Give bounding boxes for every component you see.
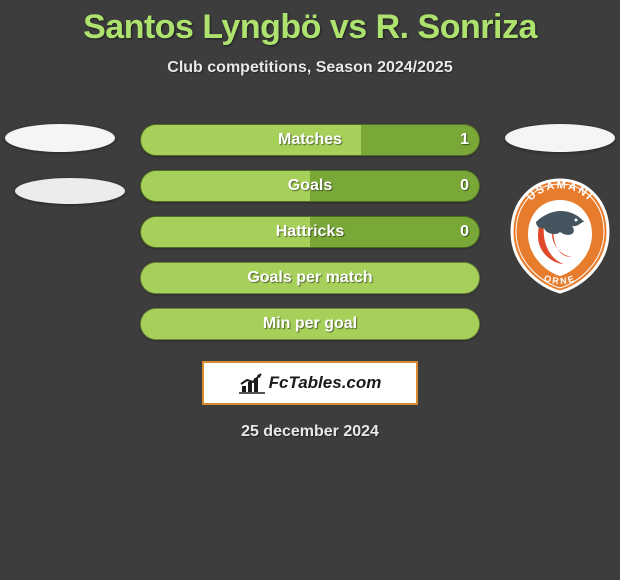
stat-label: Goals per match <box>141 263 479 293</box>
stat-rows: Matches1Goals0Hattricks0Goals per matchM… <box>0 117 620 347</box>
stat-bar: Matches1 <box>140 124 480 156</box>
stat-label: Goals <box>141 171 479 201</box>
bar-chart-icon <box>239 372 265 394</box>
page-subtitle: Club competitions, Season 2024/2025 <box>0 59 620 77</box>
stat-row: Matches1 <box>0 117 620 163</box>
stat-label: Hattricks <box>141 217 479 247</box>
stat-label: Matches <box>141 125 479 155</box>
stat-value: 0 <box>460 217 469 247</box>
stat-bar: Goals0 <box>140 170 480 202</box>
date-text: 25 december 2024 <box>0 423 620 441</box>
page-title: Santos Lyngbö vs R. Sonriza <box>0 0 620 47</box>
stat-bar: Goals per match <box>140 262 480 294</box>
brand-text: FcTables.com <box>269 373 382 393</box>
stat-row: Goals0 <box>0 163 620 209</box>
brand-box: FcTables.com <box>202 361 418 405</box>
stat-value: 1 <box>460 125 469 155</box>
stat-bar: Hattricks0 <box>140 216 480 248</box>
stat-row: Hattricks0 <box>0 209 620 255</box>
stat-row: Min per goal <box>0 301 620 347</box>
stat-bar: Min per goal <box>140 308 480 340</box>
stat-label: Min per goal <box>141 309 479 339</box>
stat-row: Goals per match <box>0 255 620 301</box>
stat-value: 0 <box>460 171 469 201</box>
